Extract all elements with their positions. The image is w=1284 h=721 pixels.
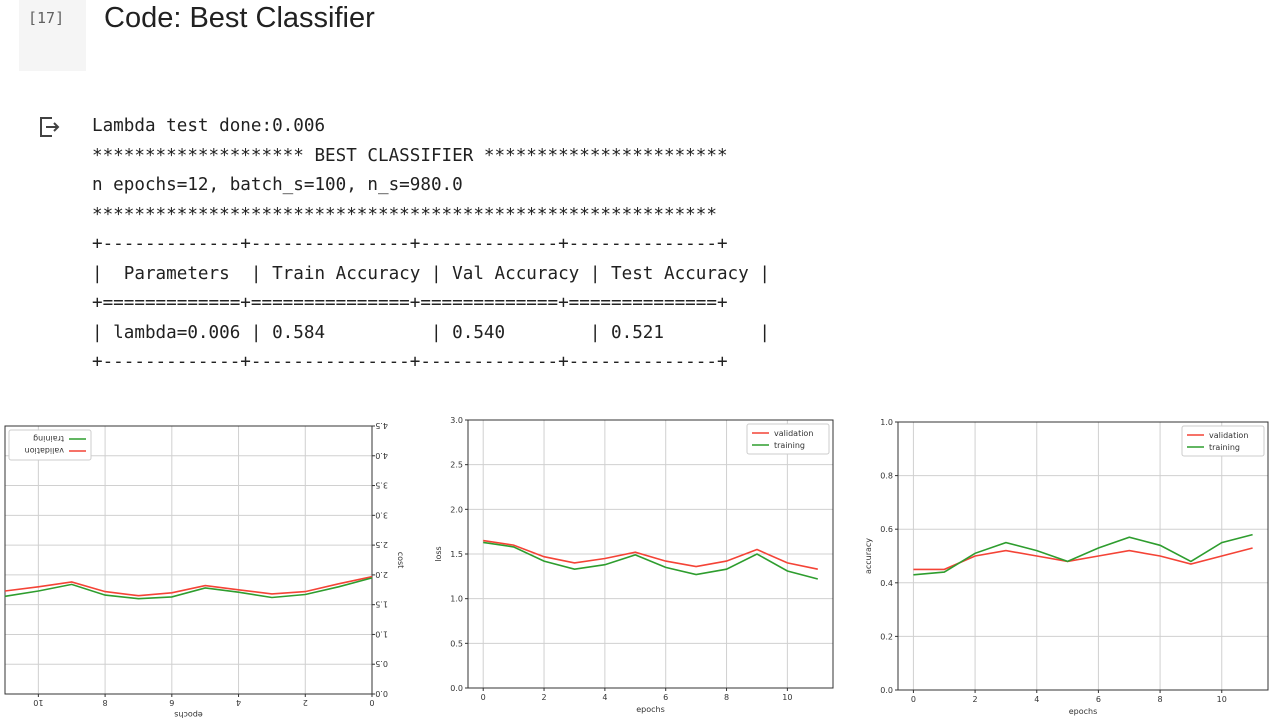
cell-title: Code: Best Classifier [104,2,375,34]
x-tick-label: 4 [1034,695,1039,704]
legend-box [8,429,92,461]
x-tick-label: 2 [973,695,978,704]
x-axis-label: epochs [174,710,203,719]
y-axis-label: cost [396,552,405,569]
y-tick-label: 2.0 [450,505,463,514]
legend-label: training [33,434,64,443]
x-tick-label: 10 [1217,695,1227,704]
plot-frame [4,425,373,695]
training-series-line [913,533,1253,576]
accuracy-chart-svg: 0 2 4 6 8 10 0.0 0.2 0.4 0.6 0.8 1.0 epochs accuracy v… [864,418,1269,716]
y-tick-label: 4.0 [375,451,388,460]
legend-box [1181,425,1265,457]
legend-box [746,423,830,455]
validation-series-line [913,547,1253,571]
table-header-row: | Parameters | Train Accuracy | Val Accu… [92,263,770,284]
legend-label: validation [774,429,813,438]
table-border-line: +-------------+---------------+---------… [92,234,728,254]
plot-frame [897,421,1269,691]
y-tick-label: 3.5 [375,481,388,490]
x-tick-label: 6 [1096,695,1101,704]
loss-chart-svg: 0 2 4 6 8 10 0.0 0.5 1.0 1.5 2.0 2.5 3.0 epochs loss va… [434,416,834,714]
y-tick-label: 0.0 [375,689,388,698]
y-tick-label: 3.0 [450,416,463,425]
output-line: Lambda test done:0.006 [92,116,326,136]
x-tick-label: 4 [236,698,241,707]
y-tick-label: 2.0 [375,570,388,579]
y-axis-label: loss [434,546,443,561]
x-axis-label: epochs [636,705,665,714]
y-tick-label: 0.5 [375,659,388,668]
legend-label: training [774,441,805,450]
table-border-line: +=============+===============+=========… [92,293,728,313]
y-tick-label: 0.5 [450,639,463,648]
legend-label: training [1209,443,1240,452]
plot-group: 0 2 4 6 8 10 0.0 0.5 1.0 1.5 2.0 2.5 3.0 3.5 4.0 4.5 epo… [4,421,405,719]
y-tick-label: 4.5 [375,421,388,430]
x-tick-label: 8 [103,698,108,707]
output-line: ******************** BEST CLASSIFIER ***… [92,145,728,166]
validation-series-line [4,575,373,597]
loss-chart: 0 2 4 6 8 10 0.0 0.5 1.0 1.5 2.0 2.5 3.0 epochs loss va… [430,410,840,721]
x-tick-label: 2 [541,693,546,702]
x-tick-label: 2 [303,698,308,707]
x-axis-label: epochs [1069,707,1098,716]
validation-series-line [483,539,818,570]
plot-group: 0 2 4 6 8 10 0.0 0.2 0.4 0.6 0.8 1.0 epochs accuracy v… [864,418,1269,716]
x-tick-label: 0 [481,693,486,702]
output-line: n epochs=12, batch_s=100, n_s=980.0 [92,175,463,195]
y-tick-label: 0.4 [880,579,893,588]
execution-count: [17] [28,9,65,27]
training-series-line [483,541,819,580]
table-border-line: +-------------+---------------+---------… [92,352,728,372]
execution-count-area[interactable] [19,0,86,71]
y-axis-label: accuracy [864,538,873,574]
x-tick-label: 0 [369,698,374,707]
y-tick-label: 0.6 [880,525,893,534]
x-tick-label: 6 [169,698,174,707]
x-tick-label: 4 [602,693,607,702]
y-tick-label: 1.0 [880,418,893,427]
x-tick-label: 0 [911,695,916,704]
y-tick-label: 1.5 [450,550,463,559]
legend: validation training [746,423,830,455]
accuracy-chart: 0 2 4 6 8 10 0.0 0.2 0.4 0.6 0.8 1.0 epochs accuracy v… [860,410,1284,721]
y-tick-label: 1.5 [375,600,388,609]
y-tick-label: 2.5 [375,540,388,549]
plot-group: 0 2 4 6 8 10 0.0 0.5 1.0 1.5 2.0 2.5 3.0 epochs loss va… [434,416,834,714]
table-row: | lambda=0.006 | 0.584 | 0.540 | 0.521 | [92,322,770,343]
legend-label: validation [25,446,64,455]
y-tick-label: 3.0 [375,510,388,519]
y-tick-label: 0.8 [880,472,893,481]
y-tick-label: 0.0 [880,686,893,695]
legend: validation training [8,429,92,461]
output-line: ****************************************… [92,204,717,225]
y-tick-label: 1.0 [450,595,463,604]
y-tick-label: 2.5 [450,461,463,470]
cell-output: Lambda test done:0.006 ******************… [92,112,770,378]
y-tick-label: 1.0 [375,629,388,638]
x-tick-label: 6 [663,693,668,702]
training-series-line [4,577,373,600]
plot-frame [467,419,834,689]
cost-chart: 0 2 4 6 8 10 0.0 0.5 1.0 1.5 2.0 2.5 3.0 3.5 4.0 4.5 epo… [0,410,405,721]
x-tick-label: 10 [782,693,792,702]
legend: validation training [1181,425,1265,457]
x-tick-label: 10 [33,698,43,707]
cost-chart-svg: 0 2 4 6 8 10 0.0 0.5 1.0 1.5 2.0 2.5 3.0 3.5 4.0 4.5 epo… [4,421,405,719]
y-tick-label: 0.2 [880,632,893,641]
legend-label: validation [1209,431,1248,440]
output-arrow-icon[interactable] [37,115,61,139]
x-tick-label: 8 [724,693,729,702]
y-tick-label: 0.0 [450,684,463,693]
x-tick-label: 8 [1158,695,1163,704]
